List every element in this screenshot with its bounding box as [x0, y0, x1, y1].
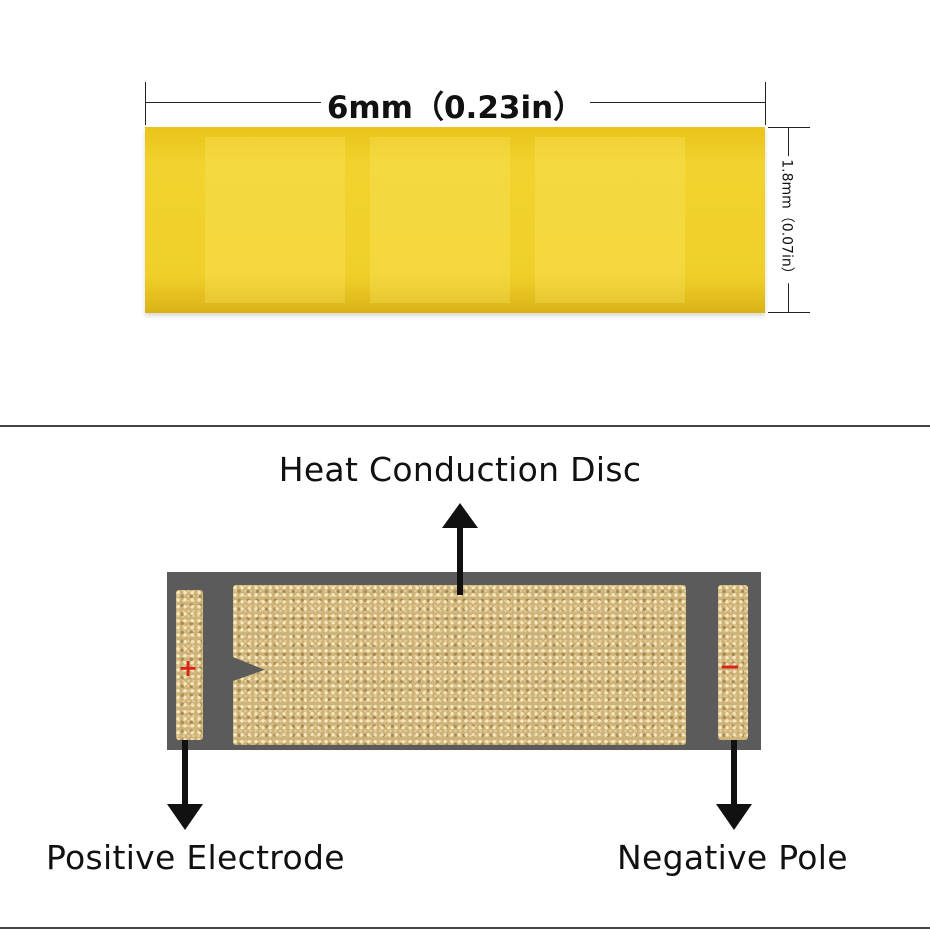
plus-sign: + — [178, 654, 199, 682]
width-tick-left — [145, 82, 146, 125]
width-label: 6mm（0.23in） — [320, 90, 591, 126]
height-tick-top — [768, 127, 810, 128]
divider — [0, 425, 930, 427]
height-tick-bottom — [768, 312, 810, 313]
ceramic-substrate: + − — [167, 572, 761, 750]
yellow-chip-top-view — [145, 127, 765, 313]
positive-electrode-label: Positive Electrode — [46, 838, 345, 877]
negative-pole-label: Negative Pole — [617, 838, 848, 877]
arrow-down-left-icon — [167, 740, 203, 830]
arrow-up-icon — [442, 503, 478, 595]
heat-conduction-pad — [233, 585, 686, 745]
arrow-down-right-icon — [716, 740, 752, 830]
width-tick-right — [765, 82, 766, 125]
negative-pole-pad — [718, 585, 748, 740]
positive-electrode-pad — [176, 590, 203, 740]
heat-conduction-label: Heat Conduction Disc — [278, 450, 642, 489]
minus-sign: − — [719, 652, 741, 682]
bottom-divider — [0, 927, 930, 929]
